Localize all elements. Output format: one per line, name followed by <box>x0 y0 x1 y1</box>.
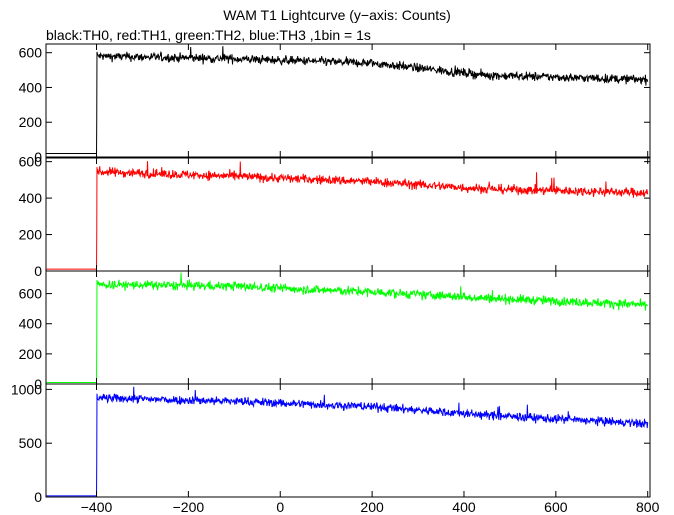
panel-frame-4 <box>45 383 651 498</box>
y-tick-label: 500 <box>19 435 43 451</box>
x-tick-label: −200 <box>173 499 205 515</box>
panel-frame-1 <box>45 43 651 158</box>
y-tick-label: 400 <box>19 79 43 95</box>
x-tick-label: −400 <box>81 499 113 515</box>
x-tick-label: 400 <box>452 499 476 515</box>
series-line-th3 <box>46 386 649 497</box>
series-line-th1 <box>46 161 649 270</box>
x-tick-label: 0 <box>276 499 284 515</box>
series-line-th0 <box>46 46 649 155</box>
y-tick-label: 600 <box>19 154 43 170</box>
x-tick-label: 200 <box>360 499 384 515</box>
y-tick-label: 0 <box>34 149 42 165</box>
y-tick-label: 0 <box>34 489 42 505</box>
y-tick-label: 0 <box>34 263 42 279</box>
x-tick-label: 600 <box>544 499 568 515</box>
chart-subtitle: black:TH0, red:TH1, green:TH2, blue:TH3 … <box>46 27 371 43</box>
y-tick-label: 600 <box>19 286 43 302</box>
chart-title: WAM T1 Lightcurve (y−axis: Counts) <box>223 7 451 23</box>
y-tick-label: 200 <box>19 227 43 243</box>
y-tick-label: 400 <box>19 316 43 332</box>
panel-frame-2 <box>45 157 651 272</box>
y-tick-label: 600 <box>19 45 43 61</box>
x-tick-label: 800 <box>636 499 660 515</box>
y-tick-label: 0 <box>34 376 42 392</box>
y-tick-label: 1000 <box>11 381 42 397</box>
y-tick-label: 400 <box>19 190 43 206</box>
series-line-th2 <box>46 272 648 383</box>
y-tick-label: 200 <box>19 346 43 362</box>
y-tick-label: 200 <box>19 114 43 130</box>
